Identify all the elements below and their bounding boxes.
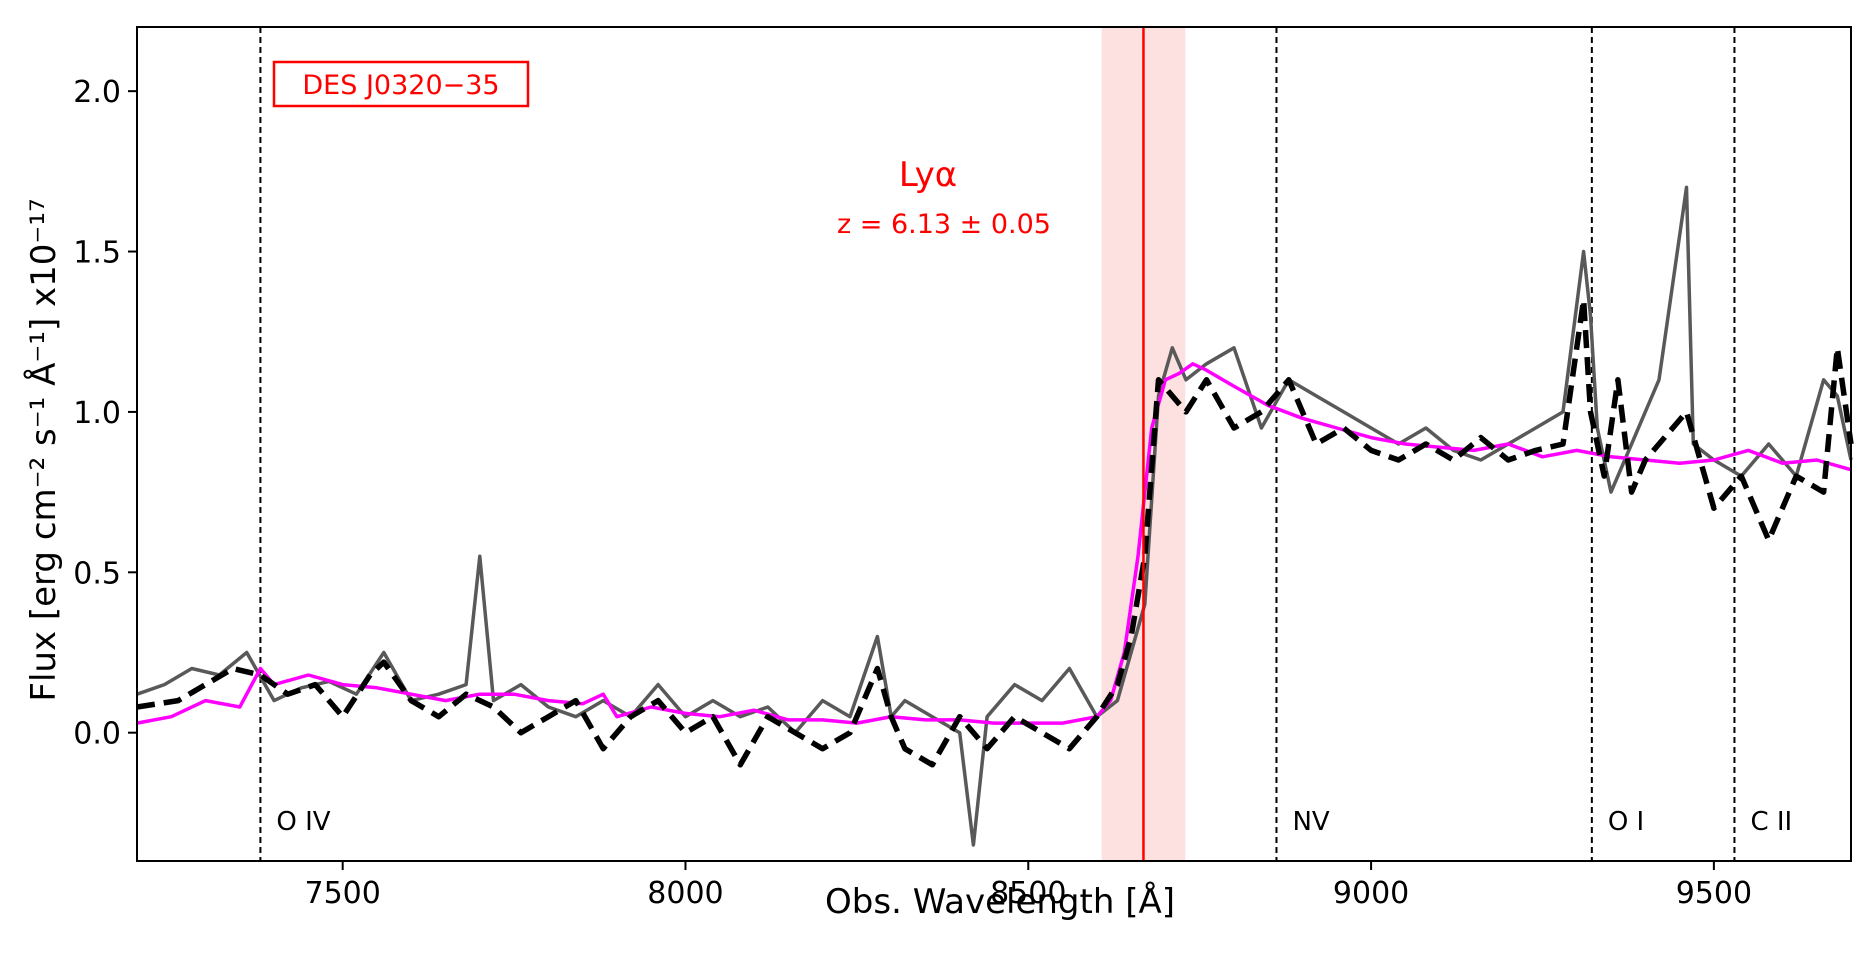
x-tick-label: 7500 bbox=[305, 876, 381, 911]
series-line-template bbox=[136, 362, 1852, 725]
x-axis-title: Obs. Wavelength [Å] bbox=[825, 881, 1175, 922]
x-tick-label: 9000 bbox=[1333, 876, 1409, 911]
redshift-label: z = 6.13 ± 0.05 bbox=[837, 209, 1051, 240]
chart-marks bbox=[136, 27, 1854, 861]
series-line-noisy bbox=[136, 185, 1853, 847]
emission-line-label: NV bbox=[1292, 807, 1329, 837]
axis-ticks: 7500 8000 8500 9000 9500 0.0 0.5 1.0 1.5 2.0 bbox=[73, 75, 1752, 911]
x-tick-label: 9500 bbox=[1676, 876, 1752, 911]
y-tick-label: 0.0 bbox=[73, 717, 121, 752]
emission-line-label: C II bbox=[1750, 807, 1792, 837]
object-label-box bbox=[272, 60, 530, 108]
x-tick-label: 8000 bbox=[647, 876, 723, 911]
y-tick-label: 1.5 bbox=[73, 236, 121, 271]
y-tick-label: 0.5 bbox=[73, 556, 121, 591]
series-line-smoothed bbox=[136, 296, 1854, 768]
object-label: DES J0320−35 bbox=[302, 70, 499, 101]
y-axis-title: Flux [erg cm⁻² s⁻¹ Å⁻¹] x10⁻¹⁷ bbox=[23, 198, 64, 701]
emission-line-label: O IV bbox=[276, 807, 330, 837]
x-tick-label: 8500 bbox=[990, 876, 1066, 911]
plot-frame bbox=[136, 26, 1852, 862]
emission-line-label: O I bbox=[1608, 807, 1644, 837]
y-tick-label: 1.0 bbox=[73, 396, 121, 431]
lya-label: Lyα bbox=[899, 155, 957, 195]
y-tick-label: 2.0 bbox=[73, 75, 121, 110]
